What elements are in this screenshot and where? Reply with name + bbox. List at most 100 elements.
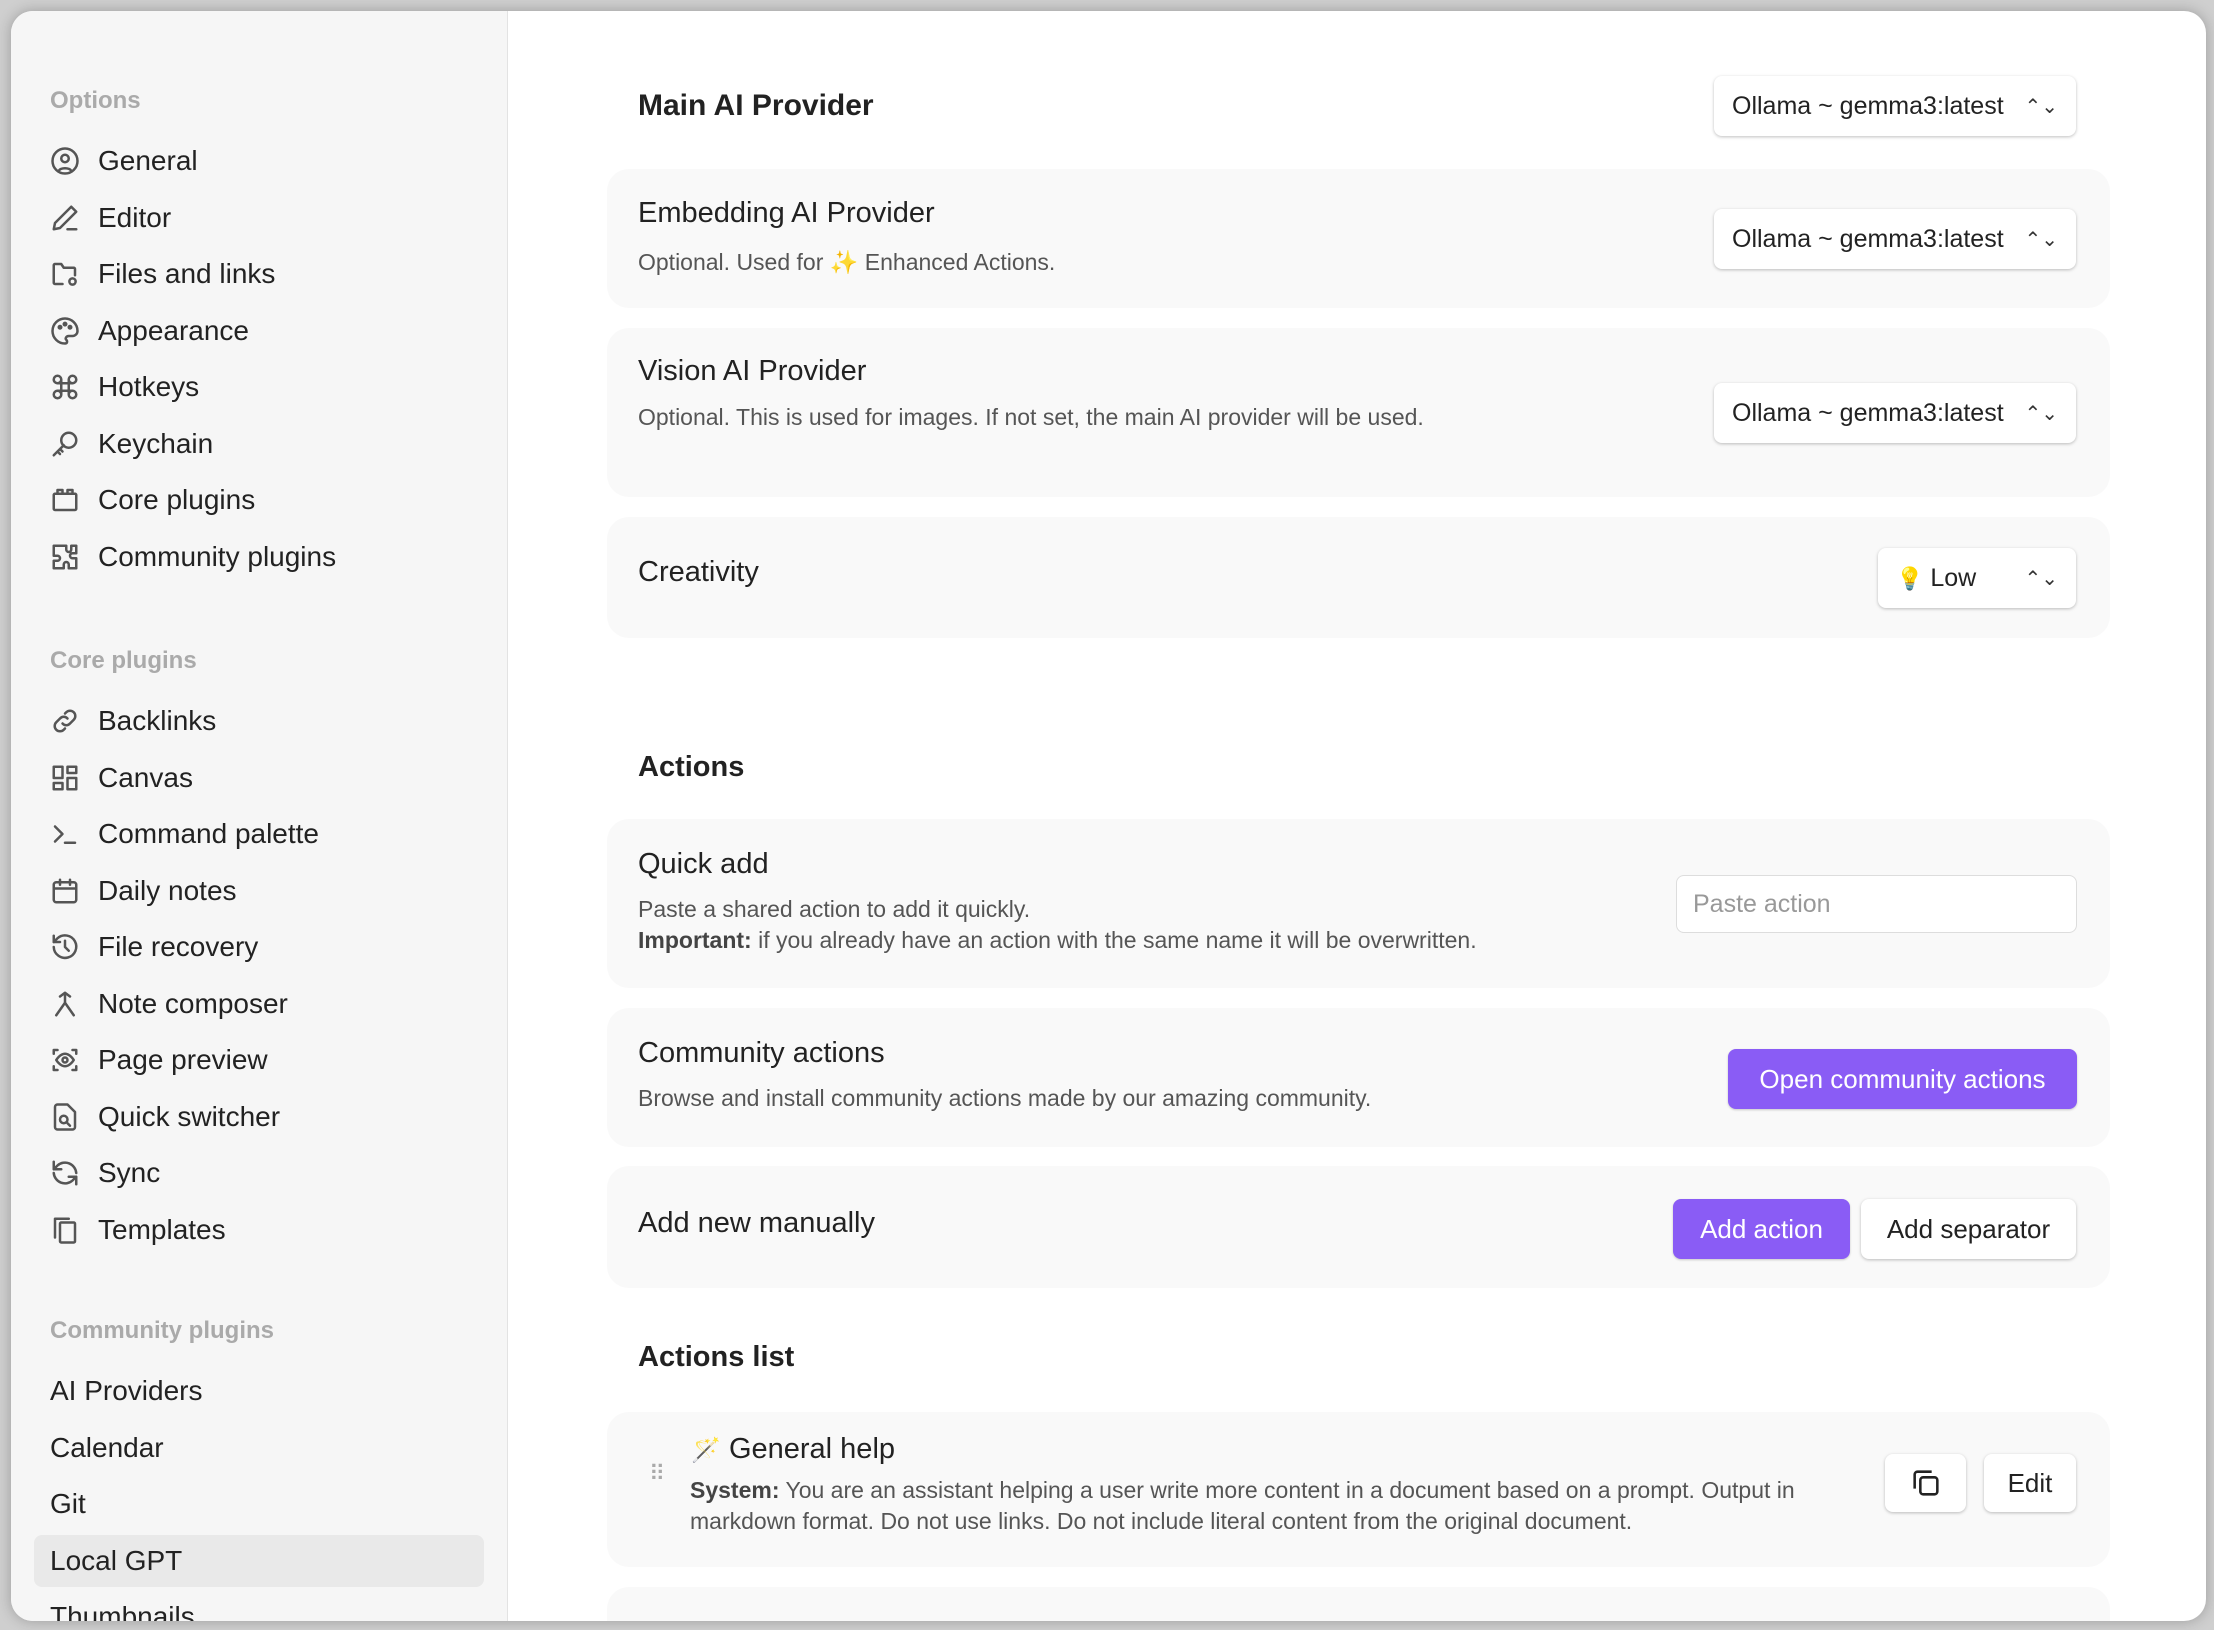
command-icon xyxy=(52,374,78,400)
terminal-icon xyxy=(53,825,77,844)
files-icon xyxy=(53,1217,77,1244)
sidebar-item-command-palette[interactable]: Command palette xyxy=(34,808,484,860)
sidebar-item-sync[interactable]: Sync xyxy=(34,1147,484,1199)
main-provider-select[interactable]: Ollama ~ gemma3:latest ⌃⌄ xyxy=(1714,76,2076,136)
sidebar-item-general[interactable]: General xyxy=(34,135,484,187)
creativity-select[interactable]: 💡 Low ⌃⌄ xyxy=(1878,548,2076,608)
sidebar-item-label: Command palette xyxy=(98,818,320,849)
sidebar-item-hotkeys[interactable]: Hotkeys xyxy=(34,361,484,413)
sidebar-item-core-plugins[interactable]: Core plugins xyxy=(34,474,484,526)
quick-add-desc: Paste a shared action to add it quickly.… xyxy=(638,896,1477,953)
link-icon xyxy=(53,709,77,733)
select-value: Ollama ~ gemma3:latest xyxy=(1732,224,2004,253)
sidebar-item-note-composer[interactable]: Note composer xyxy=(34,978,484,1030)
user-circle-icon xyxy=(51,147,79,175)
action-system-prompt: System: You are an assistant helping a u… xyxy=(690,1477,1795,1534)
community-actions-title: Community actions xyxy=(638,1037,885,1069)
vision-provider-select[interactable]: Ollama ~ gemma3:latest ⌃⌄ xyxy=(1714,383,2076,443)
add-action-button[interactable]: Add action xyxy=(1673,1199,1850,1259)
palette-icon xyxy=(51,316,79,345)
sidebar-item-label: Daily notes xyxy=(98,874,237,906)
sidebar-item-file-recovery[interactable]: File recovery xyxy=(34,921,484,973)
pencil-icon xyxy=(52,205,78,230)
lightbulb-icon: 💡 xyxy=(1896,565,1924,591)
sidebar-item-editor[interactable]: Editor xyxy=(34,192,484,244)
sidebar-item-label: Git xyxy=(50,1488,86,1519)
key-icon xyxy=(52,431,78,456)
sidebar-item-label: Sync xyxy=(98,1157,161,1188)
settings-sidebar: Options General Editor Files and links Appea… xyxy=(11,11,508,1621)
open-community-actions-button[interactable]: Open community actions xyxy=(1728,1049,2077,1109)
actions-heading: Actions xyxy=(638,751,745,783)
chevron-updown-icon: ⌃⌄ xyxy=(2024,95,2058,118)
sidebar-item-git[interactable]: Git xyxy=(34,1478,484,1530)
sidebar-item-canvas[interactable]: Canvas xyxy=(34,752,484,804)
sidebar-item-label: Templates xyxy=(98,1213,226,1245)
add-manually-title: Add new manually xyxy=(638,1207,875,1239)
action-item-next xyxy=(607,1587,2110,1621)
puzzle-icon xyxy=(52,544,78,569)
sidebar-item-community-plugins[interactable]: Community plugins xyxy=(34,531,484,583)
sidebar-item-label: Local GPT xyxy=(50,1544,183,1576)
chevron-updown-icon: ⌃⌄ xyxy=(2024,567,2058,590)
paste-action-input[interactable] xyxy=(1676,875,2077,933)
add-manually-card xyxy=(607,1166,2110,1288)
sidebar-item-label: Files and links xyxy=(98,258,276,289)
sidebar-item-local-gpt[interactable]: Local GPT xyxy=(34,1534,484,1587)
vision-desc: Optional. This is used for images. If no… xyxy=(638,404,1424,430)
creativity-card xyxy=(607,517,2110,638)
copy-icon xyxy=(1912,1470,1939,1496)
sidebar-item-label: Appearance xyxy=(98,314,250,346)
sidebar-item-daily-notes[interactable]: Daily notes xyxy=(34,865,484,917)
sidebar-item-backlinks[interactable]: Backlinks xyxy=(34,695,484,747)
quick-add-title: Quick add xyxy=(638,848,769,880)
edit-action-button[interactable]: Edit xyxy=(1984,1454,2076,1512)
sidebar-section-heading: Core plugins xyxy=(50,647,197,674)
sidebar-item-label: Thumbnails xyxy=(50,1601,195,1621)
select-value: 💡 Low xyxy=(1896,563,1977,592)
sidebar-item-keychain[interactable]: Keychain xyxy=(34,418,484,470)
sidebar-item-label: Page preview xyxy=(98,1044,268,1075)
embedding-provider-select[interactable]: Ollama ~ gemma3:latest ⌃⌄ xyxy=(1714,209,2076,269)
grid-icon xyxy=(52,765,78,790)
sidebar-item-label: Note composer xyxy=(98,987,288,1019)
sidebar-item-calendar[interactable]: Calendar xyxy=(34,1422,484,1474)
chevron-updown-icon: ⌃⌄ xyxy=(2024,402,2058,425)
sidebar-item-label: Hotkeys xyxy=(98,371,200,402)
sidebar-item-label: Editor xyxy=(98,201,172,233)
magic-wand-icon: 🪄 xyxy=(691,1437,721,1464)
sidebar-item-label: Calendar xyxy=(50,1431,164,1463)
sync-icon xyxy=(52,1160,78,1186)
eye-scan-icon xyxy=(52,1048,78,1072)
add-separator-button[interactable]: Add separator xyxy=(1861,1199,2076,1259)
creativity-title: Creativity xyxy=(638,556,759,588)
sidebar-item-label: General xyxy=(98,145,198,176)
plugin-box-icon xyxy=(52,488,78,512)
embedding-title: Embedding AI Provider xyxy=(638,197,935,229)
folder-cog-icon xyxy=(52,262,77,286)
history-icon xyxy=(52,934,78,960)
select-value: Ollama ~ gemma3:latest xyxy=(1732,398,2004,427)
sidebar-item-appearance[interactable]: Appearance xyxy=(34,305,484,357)
sidebar-item-files-and-links[interactable]: Files and links xyxy=(34,248,484,300)
sidebar-item-ai-providers[interactable]: AI Providers xyxy=(34,1365,484,1417)
sidebar-item-templates[interactable]: Templates xyxy=(34,1204,484,1256)
drag-handle-icon[interactable]: ⠿ xyxy=(649,1461,668,1486)
vision-title: Vision AI Provider xyxy=(638,355,867,387)
action-title: 🪄 General help xyxy=(691,1433,896,1465)
sidebar-section-heading: Options xyxy=(50,87,141,114)
calendar-icon xyxy=(52,878,78,903)
settings-modal: Options General Editor Files and links Appea… xyxy=(11,11,2206,1621)
sidebar-item-page-preview[interactable]: Page preview xyxy=(34,1034,484,1086)
sidebar-item-quick-switcher[interactable]: Quick switcher xyxy=(34,1091,484,1143)
sidebar-item-label: Keychain xyxy=(98,427,214,459)
sidebar-item-label: Canvas xyxy=(98,761,193,793)
sparkles-icon: ✨ xyxy=(829,249,859,275)
sidebar-item-thumbnails[interactable]: Thumbnails xyxy=(34,1591,484,1621)
copy-action-button[interactable] xyxy=(1885,1454,1966,1512)
community-actions-desc: Browse and install community actions mad… xyxy=(638,1085,1372,1111)
embedding-desc: Optional. Used for ✨ Enhanced Actions. xyxy=(638,249,1056,275)
chevron-updown-icon: ⌃⌄ xyxy=(2024,228,2058,251)
sidebar-item-label: Quick switcher xyxy=(98,1100,281,1132)
sidebar-section-heading: Community plugins xyxy=(50,1317,274,1344)
